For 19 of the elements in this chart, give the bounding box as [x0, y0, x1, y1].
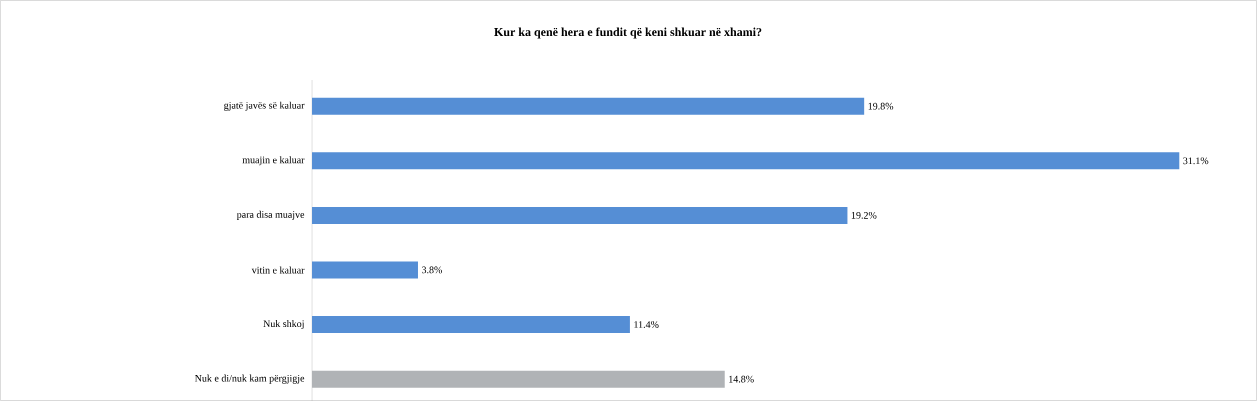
data-label: 3.8% [422, 266, 443, 274]
data-label: 31.1% [1183, 157, 1209, 165]
y-tick-label: para disa muajve [236, 210, 305, 220]
y-tick-label: vitin e kaluar [251, 266, 305, 274]
y-tick-label: Nuk shkoj [263, 319, 304, 330]
data-label: 19.8% [868, 102, 894, 110]
data-label: 14.8% [729, 375, 754, 383]
bar [312, 315, 630, 333]
y-tick-label: muajin e kaluar [242, 156, 305, 166]
chart-title: Kur ka qenë hera e fundit që keni shkuar në xhami? [494, 27, 762, 39]
bar [312, 370, 725, 388]
y-tick-label: Nuk e di/nuk kam përgjigje [194, 374, 305, 384]
y-tick-label: gjatë javës së kaluar [224, 101, 305, 111]
bar [312, 97, 865, 115]
data-label: 11.4% [634, 321, 659, 328]
data-label: 19.2% [851, 211, 877, 219]
bar [312, 206, 848, 224]
bar [312, 261, 418, 279]
bar [312, 152, 1180, 170]
